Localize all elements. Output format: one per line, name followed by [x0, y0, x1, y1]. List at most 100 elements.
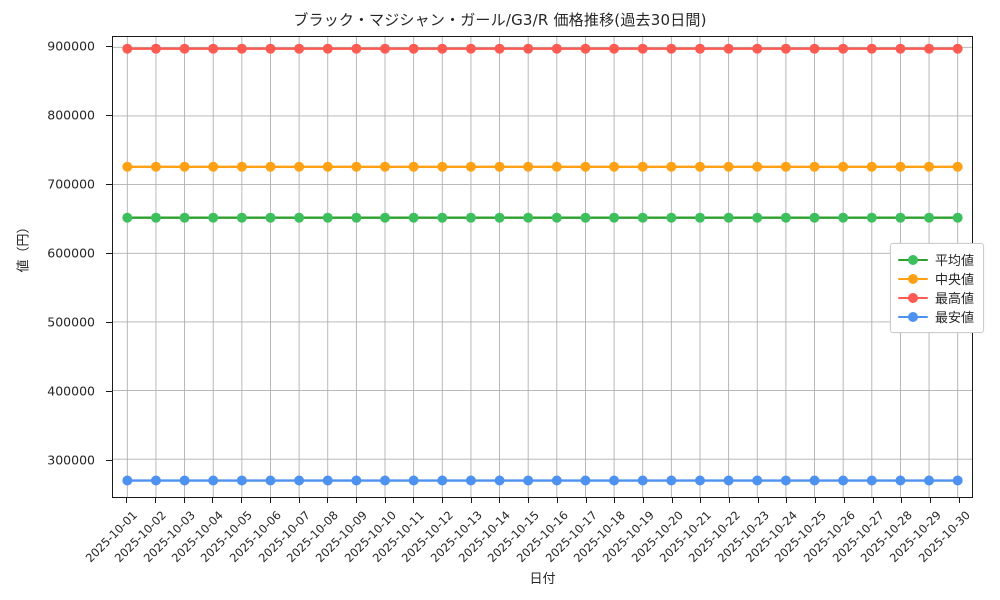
data-point-marker	[179, 475, 190, 486]
data-point-marker	[924, 43, 935, 54]
data-point-marker	[122, 475, 133, 486]
y-tick-mark	[106, 391, 112, 393]
data-point-marker	[150, 161, 161, 172]
data-point-marker	[265, 161, 276, 172]
x-tick-mark	[872, 498, 874, 503]
y-tick-label: 900000	[47, 38, 95, 54]
data-point-marker	[924, 475, 935, 486]
series-最高値	[122, 43, 963, 54]
y-tick-label: 300000	[47, 452, 95, 468]
data-point-marker	[809, 43, 820, 54]
data-point-marker	[465, 43, 476, 54]
legend-item-最高値[interactable]: 最高値	[897, 288, 974, 307]
data-point-marker	[637, 43, 648, 54]
data-point-marker	[809, 475, 820, 486]
data-point-marker	[694, 212, 705, 223]
data-point-marker	[150, 43, 161, 54]
chart-title: ブラック・マジシャン・ガール/G3/R 価格推移(過去30日間)	[293, 11, 707, 29]
legend-swatch-icon	[897, 311, 928, 323]
data-point-marker	[694, 475, 705, 486]
data-point-marker	[666, 43, 677, 54]
x-tick-mark	[126, 498, 128, 503]
data-point-marker	[494, 43, 505, 54]
data-point-marker	[866, 43, 877, 54]
y-tick-mark	[106, 322, 112, 324]
x-tick-mark	[155, 498, 157, 503]
x-axis-title: 日付	[529, 572, 556, 587]
data-point-marker	[322, 43, 333, 54]
data-point-marker	[809, 212, 820, 223]
data-point-marker	[780, 161, 791, 172]
data-point-marker	[723, 43, 734, 54]
data-point-marker	[752, 212, 763, 223]
x-tick-mark	[556, 498, 558, 503]
y-tick-label: 500000	[47, 314, 95, 330]
data-point-marker	[351, 161, 362, 172]
x-tick-mark	[700, 498, 702, 503]
y-tick-label: 400000	[47, 383, 95, 399]
x-axis-tick-labels: 2025-10-01 2025-10-02 2025-10-03 2025-10-04…	[83, 498, 973, 568]
x-tick-mark	[815, 498, 817, 503]
data-point-marker	[752, 43, 763, 54]
data-point-marker	[265, 475, 276, 486]
data-point-marker	[952, 161, 963, 172]
data-point-marker	[351, 43, 362, 54]
data-point-marker	[551, 212, 562, 223]
legend-label: 中央値	[934, 273, 974, 288]
data-point-marker	[294, 43, 305, 54]
data-point-marker	[494, 475, 505, 486]
data-point-marker	[580, 161, 591, 172]
legend-swatch-icon	[897, 292, 928, 304]
legend-label: 平均値	[934, 254, 974, 269]
legend-item-平均値[interactable]: 平均値	[897, 250, 974, 269]
data-point-marker	[122, 161, 133, 172]
data-point-marker	[637, 161, 648, 172]
y-tick-label: 600000	[47, 245, 95, 261]
x-tick-mark	[183, 498, 185, 503]
data-point-marker	[637, 212, 648, 223]
data-point-marker	[179, 212, 190, 223]
x-tick-mark	[671, 498, 673, 503]
x-tick-mark	[327, 498, 329, 503]
x-tick-mark	[384, 498, 386, 503]
data-point-marker	[236, 161, 247, 172]
legend-item-中央値[interactable]: 中央値	[897, 269, 974, 288]
x-tick-mark	[901, 498, 903, 503]
data-point-marker	[924, 212, 935, 223]
legend-swatch-icon	[897, 254, 928, 266]
data-point-marker	[895, 475, 906, 486]
data-point-marker	[208, 161, 219, 172]
data-point-marker	[666, 475, 677, 486]
series-平均値	[122, 212, 963, 223]
data-point-marker	[952, 43, 963, 54]
data-point-marker	[322, 475, 333, 486]
data-point-marker	[322, 161, 333, 172]
data-point-marker	[437, 212, 448, 223]
data-point-marker	[122, 43, 133, 54]
y-tick-label: 800000	[47, 107, 95, 123]
data-point-marker	[752, 475, 763, 486]
data-point-marker	[380, 43, 391, 54]
legend-swatch-icon	[897, 273, 928, 285]
y-tick-label: 700000	[47, 176, 95, 192]
data-point-marker	[809, 161, 820, 172]
data-point-marker	[236, 43, 247, 54]
y-tick-mark	[106, 460, 112, 462]
data-point-marker	[723, 475, 734, 486]
data-point-marker	[494, 161, 505, 172]
data-point-marker	[208, 43, 219, 54]
x-tick-mark	[642, 498, 644, 503]
data-point-marker	[122, 212, 133, 223]
data-point-marker	[723, 161, 734, 172]
data-point-marker	[437, 161, 448, 172]
data-point-marker	[294, 475, 305, 486]
data-point-marker	[408, 212, 419, 223]
data-point-marker	[465, 475, 476, 486]
x-tick-mark	[929, 498, 931, 503]
legend-item-最安値[interactable]: 最安値	[897, 307, 974, 326]
x-tick-mark	[585, 498, 587, 503]
data-point-marker	[694, 161, 705, 172]
data-point-marker	[952, 475, 963, 486]
x-tick-mark	[958, 498, 960, 503]
x-tick-mark	[786, 498, 788, 503]
